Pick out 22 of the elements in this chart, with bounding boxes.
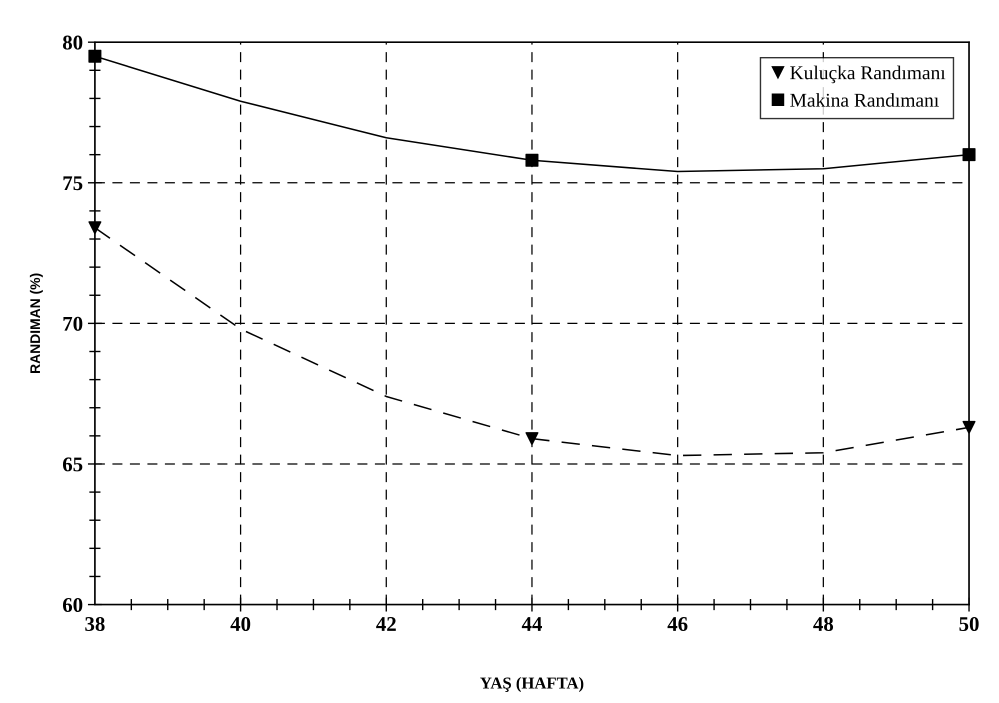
y-tick-label: 80 <box>62 36 82 50</box>
point <box>525 154 538 167</box>
legend-label: Makina Randımanı <box>790 93 939 107</box>
x-tick-label: 38 <box>85 616 105 632</box>
legend-label: Kuluçka Randımanı <box>790 66 946 84</box>
point <box>962 420 976 434</box>
point <box>962 148 976 162</box>
x-tick-label: 42 <box>376 617 396 631</box>
x-tick-label: 48 <box>813 616 834 632</box>
x-axis-title: YAŞ (HAFTA) <box>480 676 584 692</box>
y-axis-title: RANDIMAN (%) <box>30 274 43 373</box>
x-tick-label: 46 <box>668 617 688 632</box>
point <box>88 221 102 234</box>
y-tick-label: 75 <box>63 176 82 190</box>
y-tick-label: 60 <box>62 598 82 612</box>
x-tick-label: 44 <box>522 617 542 631</box>
y-tick-label: 65 <box>62 457 82 472</box>
y-tick-label: 70 <box>63 316 82 331</box>
point <box>525 432 538 446</box>
point <box>88 50 102 63</box>
x-tick-label: 40 <box>230 616 250 632</box>
x-tick-label: 50 <box>959 616 979 632</box>
